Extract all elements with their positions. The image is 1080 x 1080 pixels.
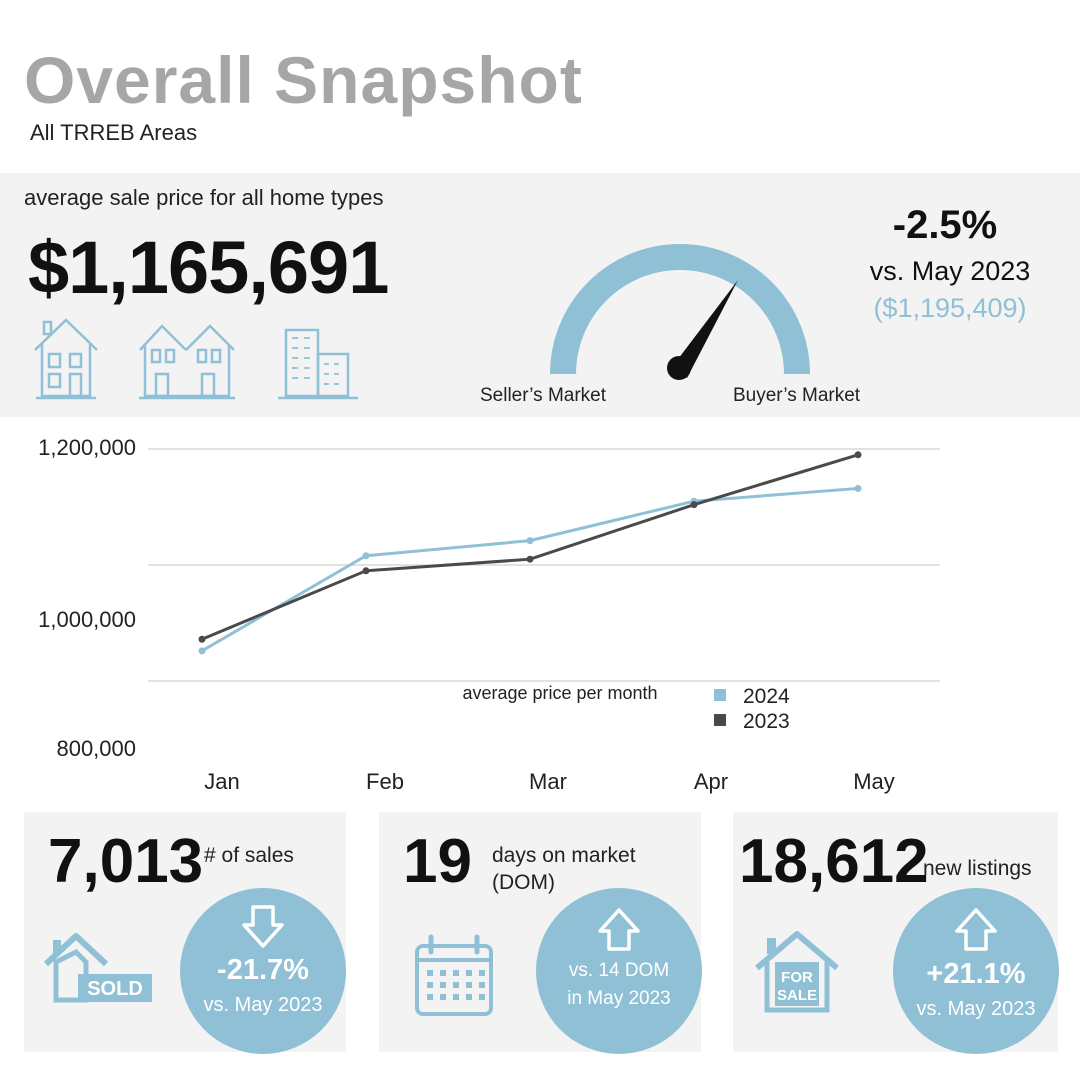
sales-count: 7,013 bbox=[48, 827, 204, 896]
y-tick-label: 800,000 bbox=[56, 736, 136, 761]
x-tick-label: Apr bbox=[694, 769, 728, 794]
gauge-pivot bbox=[667, 356, 691, 380]
x-tick-label: Mar bbox=[529, 769, 567, 794]
average-price-caption: average sale price for all home types bbox=[24, 185, 384, 210]
dom-card: 19 days on market (DOM) vs. 14 DOM in Ma… bbox=[379, 812, 702, 1054]
y-tick-label: 1,000,000 bbox=[38, 607, 136, 632]
sales-label: # of sales bbox=[204, 844, 294, 867]
svg-text:SOLD: SOLD bbox=[87, 978, 143, 1000]
svg-text:FOR: FOR bbox=[781, 969, 813, 986]
data-point-2023 bbox=[526, 555, 534, 563]
average-price-panel bbox=[0, 173, 1080, 417]
gauge-label-sellers-market: Seller’s Market bbox=[480, 385, 607, 406]
calendar-icon bbox=[415, 934, 493, 1016]
new-listings-label: new listings bbox=[923, 857, 1032, 880]
condo-building-icon bbox=[278, 328, 358, 400]
legend-swatch-2024 bbox=[714, 689, 726, 701]
market-gauge bbox=[550, 244, 810, 380]
listings-change-percent: +21.1% bbox=[926, 958, 1026, 990]
semi-detached-house-icon bbox=[139, 324, 235, 400]
dom-change-line1: vs. 14 DOM bbox=[568, 960, 670, 981]
series-line-2023 bbox=[201, 453, 859, 641]
average-price-line-chart: 1,200,000 1,000,000 800,000 Jan Feb Mar Apr May… bbox=[38, 435, 940, 794]
dom-change-bubble: vs. 14 DOM in May 2023 bbox=[536, 888, 702, 1054]
y-tick-label: 1,200,000 bbox=[38, 435, 136, 460]
dom-value: 19 bbox=[403, 827, 472, 896]
sales-change-percent: -21.7% bbox=[217, 954, 309, 986]
gauge-needle bbox=[672, 280, 738, 378]
svg-text:SALE: SALE bbox=[777, 987, 817, 1004]
gauge-label-buyers-market: Buyer’s Market bbox=[733, 385, 861, 406]
price-change-percent: -2.5% bbox=[892, 203, 998, 247]
data-point-2023 bbox=[854, 451, 862, 459]
x-tick-label: Jan bbox=[204, 769, 239, 794]
legend-label-2023: 2023 bbox=[743, 710, 790, 733]
x-tick-label: May bbox=[853, 769, 895, 794]
price-change-comparison: vs. May 2023 bbox=[869, 256, 1031, 286]
data-point-2024 bbox=[362, 552, 370, 560]
previous-average-price: ($1,195,409) bbox=[873, 293, 1027, 323]
sales-change-comparison: vs. May 2023 bbox=[203, 994, 323, 1016]
new-listings-count: 18,612 bbox=[739, 827, 929, 896]
dom-label: days on market (DOM) bbox=[492, 844, 636, 895]
page-title: Overall Snapshot bbox=[24, 43, 583, 117]
data-point-2024 bbox=[526, 537, 534, 545]
average-price-value: $1,165,691 bbox=[28, 226, 389, 309]
detached-house-icon bbox=[34, 318, 98, 400]
dom-change-line2: in May 2023 bbox=[567, 988, 671, 1009]
arrow-down-icon bbox=[242, 905, 284, 948]
for-sale-house-icon: FOR SALE bbox=[755, 931, 839, 1013]
listings-change-comparison: vs. May 2023 bbox=[916, 998, 1036, 1020]
sold-house-icon: SOLD bbox=[44, 933, 152, 1003]
sales-change-bubble: -21.7% vs. May 2023 bbox=[180, 888, 346, 1054]
arrow-up-icon bbox=[598, 908, 640, 951]
legend-label-2024: 2024 bbox=[743, 685, 790, 708]
chart-title: average price per month bbox=[462, 683, 657, 703]
gauge-arc bbox=[550, 244, 810, 375]
legend-swatch-2023 bbox=[714, 714, 726, 726]
arrow-up-icon bbox=[955, 908, 997, 951]
listings-card: 18,612 new listings FOR SALE +21.1% vs. … bbox=[733, 812, 1059, 1054]
data-point-2023 bbox=[690, 501, 698, 509]
listings-change-bubble: +21.1% vs. May 2023 bbox=[893, 888, 1059, 1054]
page-subtitle: All TRREB Areas bbox=[30, 120, 198, 145]
data-point-2024 bbox=[854, 484, 862, 492]
x-tick-label: Feb bbox=[366, 769, 404, 794]
data-point-2023 bbox=[362, 567, 370, 575]
data-point-2024 bbox=[198, 647, 206, 655]
series-line-2024 bbox=[201, 486, 859, 653]
sales-card: 7,013 # of sales SOLD -21.7% vs. May 202… bbox=[24, 812, 346, 1054]
data-point-2023 bbox=[198, 635, 206, 643]
